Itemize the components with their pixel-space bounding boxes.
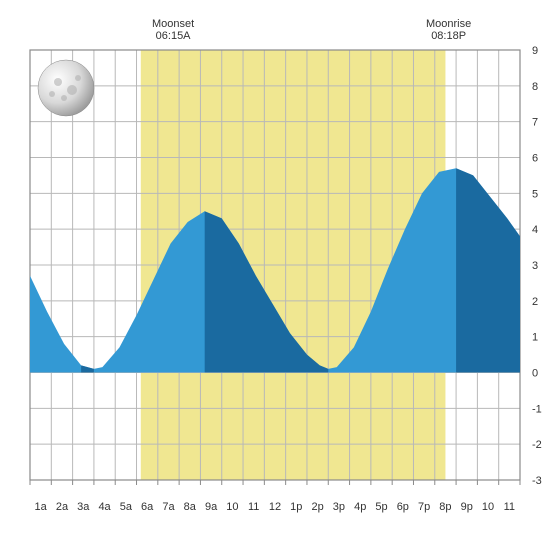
svg-text:3a: 3a — [77, 501, 90, 513]
svg-text:11: 11 — [504, 501, 515, 513]
svg-text:10: 10 — [482, 501, 494, 513]
moonrise-time: 08:18P — [431, 30, 466, 42]
svg-text:2: 2 — [532, 296, 538, 308]
tide-chart: Moonset 06:15A Moonrise 08:18P 1a2a3a4a5… — [0, 0, 550, 550]
svg-text:8: 8 — [532, 81, 538, 93]
svg-text:-2: -2 — [532, 439, 542, 451]
moonset-text: Moonset — [152, 18, 194, 30]
svg-text:-3: -3 — [532, 475, 542, 487]
svg-text:3p: 3p — [333, 501, 345, 513]
svg-text:7a: 7a — [162, 501, 175, 513]
svg-text:4a: 4a — [98, 501, 111, 513]
svg-text:5: 5 — [532, 188, 538, 200]
moonset-time: 06:15A — [156, 30, 191, 42]
svg-text:2p: 2p — [311, 501, 323, 513]
moonrise-label: Moonrise 08:18P — [426, 18, 471, 42]
svg-text:5p: 5p — [375, 501, 387, 513]
moonrise-text: Moonrise — [426, 18, 471, 30]
svg-text:1p: 1p — [290, 501, 302, 513]
svg-text:1: 1 — [532, 332, 538, 344]
svg-text:4p: 4p — [354, 501, 366, 513]
svg-text:6p: 6p — [397, 501, 409, 513]
svg-text:10: 10 — [226, 501, 238, 513]
svg-text:-1: -1 — [532, 403, 542, 415]
svg-text:3: 3 — [532, 260, 538, 272]
svg-text:0: 0 — [532, 368, 538, 380]
moonset-label: Moonset 06:15A — [152, 18, 194, 42]
svg-text:4: 4 — [532, 224, 538, 236]
svg-text:7: 7 — [532, 117, 538, 129]
svg-text:8p: 8p — [439, 501, 451, 513]
svg-text:9: 9 — [532, 45, 538, 57]
svg-text:1a: 1a — [35, 501, 48, 513]
svg-text:6a: 6a — [141, 501, 154, 513]
svg-text:12: 12 — [269, 501, 281, 513]
svg-text:11: 11 — [248, 501, 259, 513]
svg-text:8a: 8a — [184, 501, 197, 513]
svg-text:2a: 2a — [56, 501, 69, 513]
svg-text:9p: 9p — [461, 501, 473, 513]
svg-text:7p: 7p — [418, 501, 430, 513]
moon-icon — [38, 60, 94, 116]
chart-svg: 1a2a3a4a5a6a7a8a9a1011121p2p3p4p5p6p7p8p… — [0, 0, 550, 550]
svg-text:6: 6 — [532, 153, 538, 165]
svg-text:9a: 9a — [205, 501, 218, 513]
svg-text:5a: 5a — [120, 501, 133, 513]
